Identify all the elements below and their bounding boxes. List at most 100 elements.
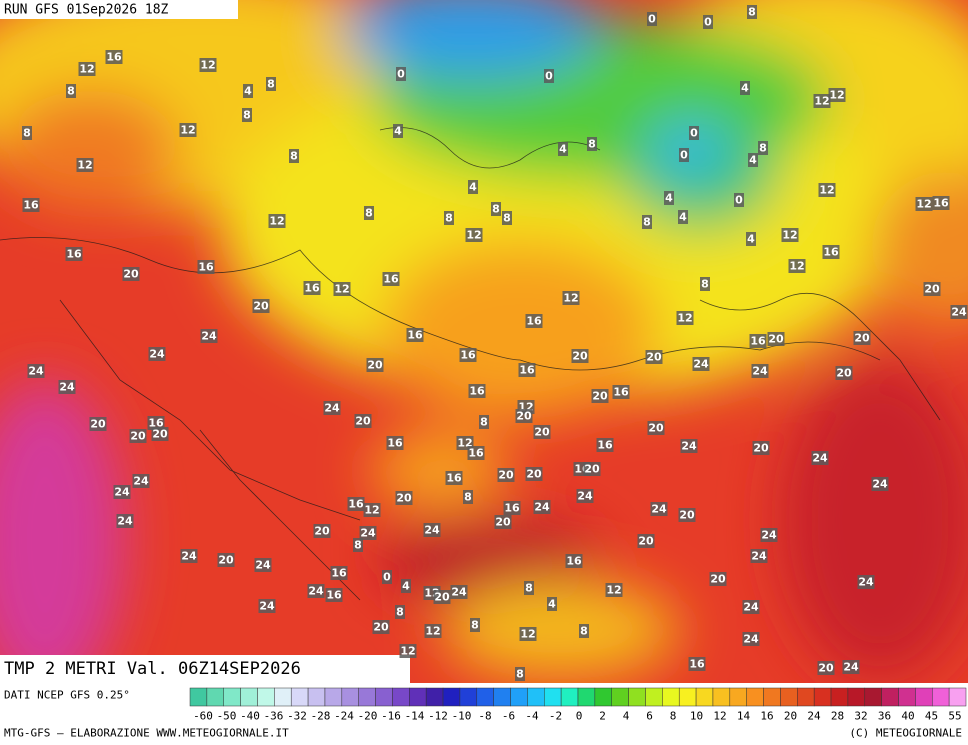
label-box bbox=[200, 329, 218, 343]
scale-swatch bbox=[645, 687, 663, 707]
label-box bbox=[758, 141, 768, 155]
temperature-label: 4 bbox=[741, 82, 749, 95]
temperature-label: 24 bbox=[114, 486, 130, 499]
label-box bbox=[468, 180, 478, 194]
temperature-label: 8 bbox=[580, 625, 588, 638]
scale-swatch bbox=[830, 687, 849, 707]
label-box bbox=[742, 600, 760, 614]
temperature-label: 16 bbox=[66, 248, 82, 261]
temperature-label: 20 bbox=[123, 268, 139, 281]
map-field bbox=[0, 0, 968, 683]
temperature-label: 20 bbox=[572, 350, 588, 363]
temperature-label: 8 bbox=[759, 142, 767, 155]
label-box bbox=[700, 277, 710, 291]
scale-label: 55 bbox=[948, 710, 961, 723]
temperature-label: 12 bbox=[425, 625, 440, 638]
temperature-label: 8 bbox=[23, 127, 31, 140]
scale-label: 32 bbox=[854, 710, 867, 723]
temperature-label: 16 bbox=[331, 567, 347, 580]
label-box bbox=[688, 657, 706, 671]
title-box bbox=[0, 655, 410, 683]
label-box bbox=[533, 500, 551, 514]
temperature-label: 16 bbox=[519, 364, 535, 377]
temperature-label: 0 bbox=[690, 127, 698, 140]
temperature-label: 12 bbox=[520, 628, 535, 641]
scale-swatch bbox=[459, 687, 478, 707]
scale-label: -24 bbox=[334, 710, 354, 723]
label-box bbox=[591, 389, 609, 403]
scale-swatch bbox=[409, 687, 427, 707]
temperature-label: 20 bbox=[498, 469, 514, 482]
label-box bbox=[105, 50, 123, 64]
label-box bbox=[199, 58, 217, 72]
temperature-label: 16 bbox=[148, 417, 164, 430]
temperature-label: 12 bbox=[916, 198, 931, 211]
scale-label: -16 bbox=[381, 710, 401, 723]
temperature-label: 8 bbox=[701, 278, 709, 291]
temperature-label: 20 bbox=[367, 359, 383, 372]
label-box bbox=[734, 193, 744, 207]
temperature-label: 20 bbox=[854, 332, 870, 345]
scale-swatch bbox=[442, 687, 461, 707]
temperature-label: 8 bbox=[445, 212, 453, 225]
temperature-label: 8 bbox=[471, 619, 479, 632]
label-box bbox=[709, 572, 727, 586]
temperature-label: 16 bbox=[198, 261, 214, 274]
scale-label: -36 bbox=[264, 710, 284, 723]
label-box bbox=[547, 597, 557, 611]
temperature-label: 24 bbox=[534, 501, 550, 514]
temperature-label: 20 bbox=[924, 283, 940, 296]
label-box bbox=[822, 245, 840, 259]
scale-swatch bbox=[544, 687, 562, 707]
temperature-label: 24 bbox=[181, 550, 197, 563]
temperature-label: 24 bbox=[872, 478, 888, 491]
run-label: RUN GFS 01Sep2026 18Z bbox=[4, 3, 169, 18]
scale-label: 36 bbox=[878, 710, 891, 723]
scale-swatch bbox=[628, 687, 646, 707]
label-box bbox=[470, 618, 480, 632]
label-box bbox=[382, 570, 392, 584]
temperature-label: 8 bbox=[396, 606, 404, 619]
label-box bbox=[596, 438, 614, 452]
label-box bbox=[605, 583, 623, 597]
label-box bbox=[307, 584, 325, 598]
temperature-label: 12 bbox=[200, 59, 215, 72]
temperature-label: 4 bbox=[548, 598, 556, 611]
label-box bbox=[268, 214, 286, 228]
label-box bbox=[22, 126, 32, 140]
temperature-label: 16 bbox=[823, 246, 839, 259]
label-box bbox=[751, 364, 769, 378]
temperature-label: 12 bbox=[180, 124, 195, 137]
label-box bbox=[565, 554, 583, 568]
label-box bbox=[424, 624, 442, 638]
label-box bbox=[372, 620, 390, 634]
temperature-label: 12 bbox=[364, 504, 379, 517]
scale-label: -60 bbox=[193, 710, 213, 723]
scale-swatch bbox=[797, 687, 815, 707]
label-box bbox=[116, 514, 134, 528]
label-box bbox=[835, 366, 853, 380]
label-box bbox=[647, 421, 665, 435]
temperature-label: 12 bbox=[269, 215, 284, 228]
scale-swatch bbox=[932, 687, 950, 707]
scale-swatch bbox=[476, 687, 494, 707]
temperature-label: 24 bbox=[59, 381, 75, 394]
label-box bbox=[519, 627, 537, 641]
scale-label: -50 bbox=[217, 710, 237, 723]
label-box bbox=[642, 215, 652, 229]
temperature-label: 4 bbox=[665, 192, 673, 205]
label-box bbox=[678, 210, 688, 224]
scale-swatch bbox=[425, 687, 444, 707]
scale-swatch bbox=[223, 687, 241, 707]
temperature-label: 20 bbox=[434, 591, 450, 604]
label-box bbox=[518, 363, 536, 377]
label-box bbox=[647, 12, 657, 26]
scale-label: -4 bbox=[525, 710, 539, 723]
temperature-label: 24 bbox=[812, 452, 828, 465]
scale-swatch bbox=[780, 687, 798, 707]
temperature-label: 8 bbox=[67, 85, 75, 98]
scale-swatch bbox=[510, 687, 528, 707]
temperature-label: 12 bbox=[829, 89, 844, 102]
label-box bbox=[122, 267, 140, 281]
scale-label: -28 bbox=[311, 710, 331, 723]
